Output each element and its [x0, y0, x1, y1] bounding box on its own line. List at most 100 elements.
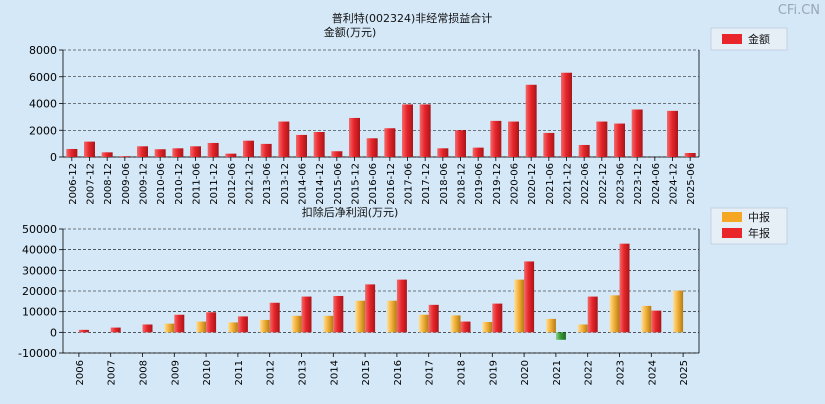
chart2-legend-label-annual: 年报	[748, 226, 770, 240]
chart1-bar	[243, 140, 254, 157]
chart1-xtick-label: 2014-06	[298, 163, 309, 205]
chart2-bar-annual	[460, 321, 471, 333]
chart2-bar-annual	[269, 302, 280, 333]
chart2-xtick-label: 2007	[107, 360, 118, 385]
chart2-bar-annual	[587, 296, 598, 333]
chart1-bar	[455, 130, 466, 157]
chart1-bar	[225, 153, 237, 157]
chart1-legend-box	[710, 27, 788, 51]
chart1-bar	[119, 156, 131, 157]
chart1-xtick-label: 2017-12	[421, 163, 432, 205]
chart2-bar-annual	[142, 324, 153, 333]
chart1-xtick-label: 2022-12	[598, 163, 609, 205]
chart2-xtick-label: 2021	[552, 360, 563, 385]
chart1-bar	[561, 72, 572, 157]
watermark: CFi.CN	[778, 3, 820, 18]
chart1-bar	[278, 121, 290, 157]
chart1-xtick-label: 2012-06	[227, 163, 238, 205]
chart1-xtick-label: 2007-12	[86, 163, 97, 205]
chart1-xtick-label: 2020-06	[510, 163, 521, 205]
chart2-bar-interim	[577, 324, 588, 333]
chart2-bar-interim	[323, 315, 334, 333]
chart2-bar-interim	[545, 318, 556, 333]
chart1-legend-swatch-amount	[722, 34, 742, 44]
chart2-xtick-label: 2022	[584, 360, 595, 385]
chart2-bar-interim	[386, 300, 397, 333]
chart2-xtick-label: 2018	[457, 360, 468, 385]
chart1-bar	[207, 142, 219, 157]
chart1-xtick-label: 2024-06	[651, 163, 662, 205]
chart1-bar	[543, 132, 555, 157]
chart2-xtick-label: 2023	[616, 360, 627, 385]
chart1-bar	[437, 148, 449, 157]
chart1-bar	[331, 151, 343, 157]
chart1-xtick-label: 2009-12	[139, 163, 150, 205]
chart1-xtick-label: 2024-12	[669, 163, 680, 205]
chart1-xtick-label: 2009-06	[121, 163, 132, 205]
chart2-bar-interim	[164, 323, 175, 333]
chart2-bar-annual	[619, 243, 630, 333]
chart2-xtick-label: 2010	[202, 360, 213, 385]
chart2-legend-swatch-annual	[722, 228, 742, 238]
chart2-ytick-label: 40000	[22, 244, 57, 257]
chart1-xtick-label: 2017-06	[404, 163, 415, 205]
chart1-xtick-label: 2014-12	[315, 163, 326, 205]
chart2-bar-interim	[291, 315, 302, 333]
chart2-bar-interim	[259, 319, 270, 333]
chart2-ytick-label: -10000	[18, 347, 57, 360]
chart1-ytick-label: 2000	[29, 124, 57, 137]
chart2-bar-interim	[673, 290, 684, 333]
chart1-bar	[419, 104, 431, 157]
chart2-xtick-label: 2006	[75, 360, 86, 385]
chart1-xtick-label: 2013-12	[280, 163, 291, 205]
chart2-bar-annual	[110, 327, 121, 333]
chart1-xtick-label: 2019-12	[492, 163, 503, 205]
chart1-ylabel: 金额(万元)	[324, 25, 377, 39]
chart1-bar	[137, 146, 148, 157]
chart2-bar-interim	[196, 321, 207, 333]
chart2-xtick-label: 2019	[488, 360, 499, 385]
chart1-xtick-label: 2020-12	[527, 163, 538, 205]
chart1-bar	[667, 110, 678, 157]
chart2-ytick-label: 10000	[22, 306, 57, 319]
chart2-legend: 中报 年报	[710, 207, 788, 245]
chart1-xtick-label: 2010-06	[156, 163, 167, 205]
chart1-xtick-label: 2023-12	[633, 163, 644, 205]
chart1-bar	[190, 146, 201, 157]
chart1-bar	[596, 121, 608, 157]
chart2-bar-interim	[227, 322, 238, 333]
chart1-bar	[154, 149, 166, 157]
chart2-xtick-label: 2013	[298, 360, 309, 385]
chart1-xtick-label: 2013-06	[262, 163, 273, 205]
chart1-bar	[631, 109, 643, 157]
chart2-bar-annual	[174, 314, 185, 333]
chart1-xtick-label: 2011-12	[209, 163, 220, 205]
chart1-bar	[472, 147, 484, 157]
chart2-bar-annual	[396, 279, 407, 333]
chart2-xtick-label: 2014	[329, 360, 340, 385]
chart2-bar-annual	[492, 303, 503, 333]
chart1-bar	[525, 84, 537, 157]
chart1-xtick-label: 2015-12	[351, 163, 362, 205]
chart2-ytick-label: 0	[50, 326, 57, 339]
chart1-xtick-label: 2025-06	[686, 163, 697, 205]
chart2-ytick-label: 30000	[22, 264, 57, 277]
chart2-title: 扣除后净利润(万元)	[302, 205, 399, 219]
chart1-xtick-label: 2022-06	[580, 163, 591, 205]
chart1-bar	[578, 144, 590, 157]
chart2-bar-annual	[524, 261, 535, 333]
chart1-plot: 0 2000 4000 6000 8000 2006-12 2007-12 2008-12 20…	[29, 44, 700, 205]
chart2-xtick-label: 2025	[679, 360, 690, 385]
chart2-xtick-label: 2009	[170, 360, 181, 385]
chart1-ytick-label: 0	[50, 151, 57, 164]
chart1-ytick-label: 6000	[29, 71, 57, 84]
chart1-bar	[384, 128, 396, 157]
chart2-legend-swatch-interim	[722, 212, 742, 222]
chart1-bar	[66, 148, 78, 157]
chart1-bar	[260, 143, 272, 157]
chart2-ytick-label: 50000	[22, 223, 57, 236]
chart1-bar	[313, 131, 325, 157]
chart1-ytick-label: 4000	[29, 98, 57, 111]
